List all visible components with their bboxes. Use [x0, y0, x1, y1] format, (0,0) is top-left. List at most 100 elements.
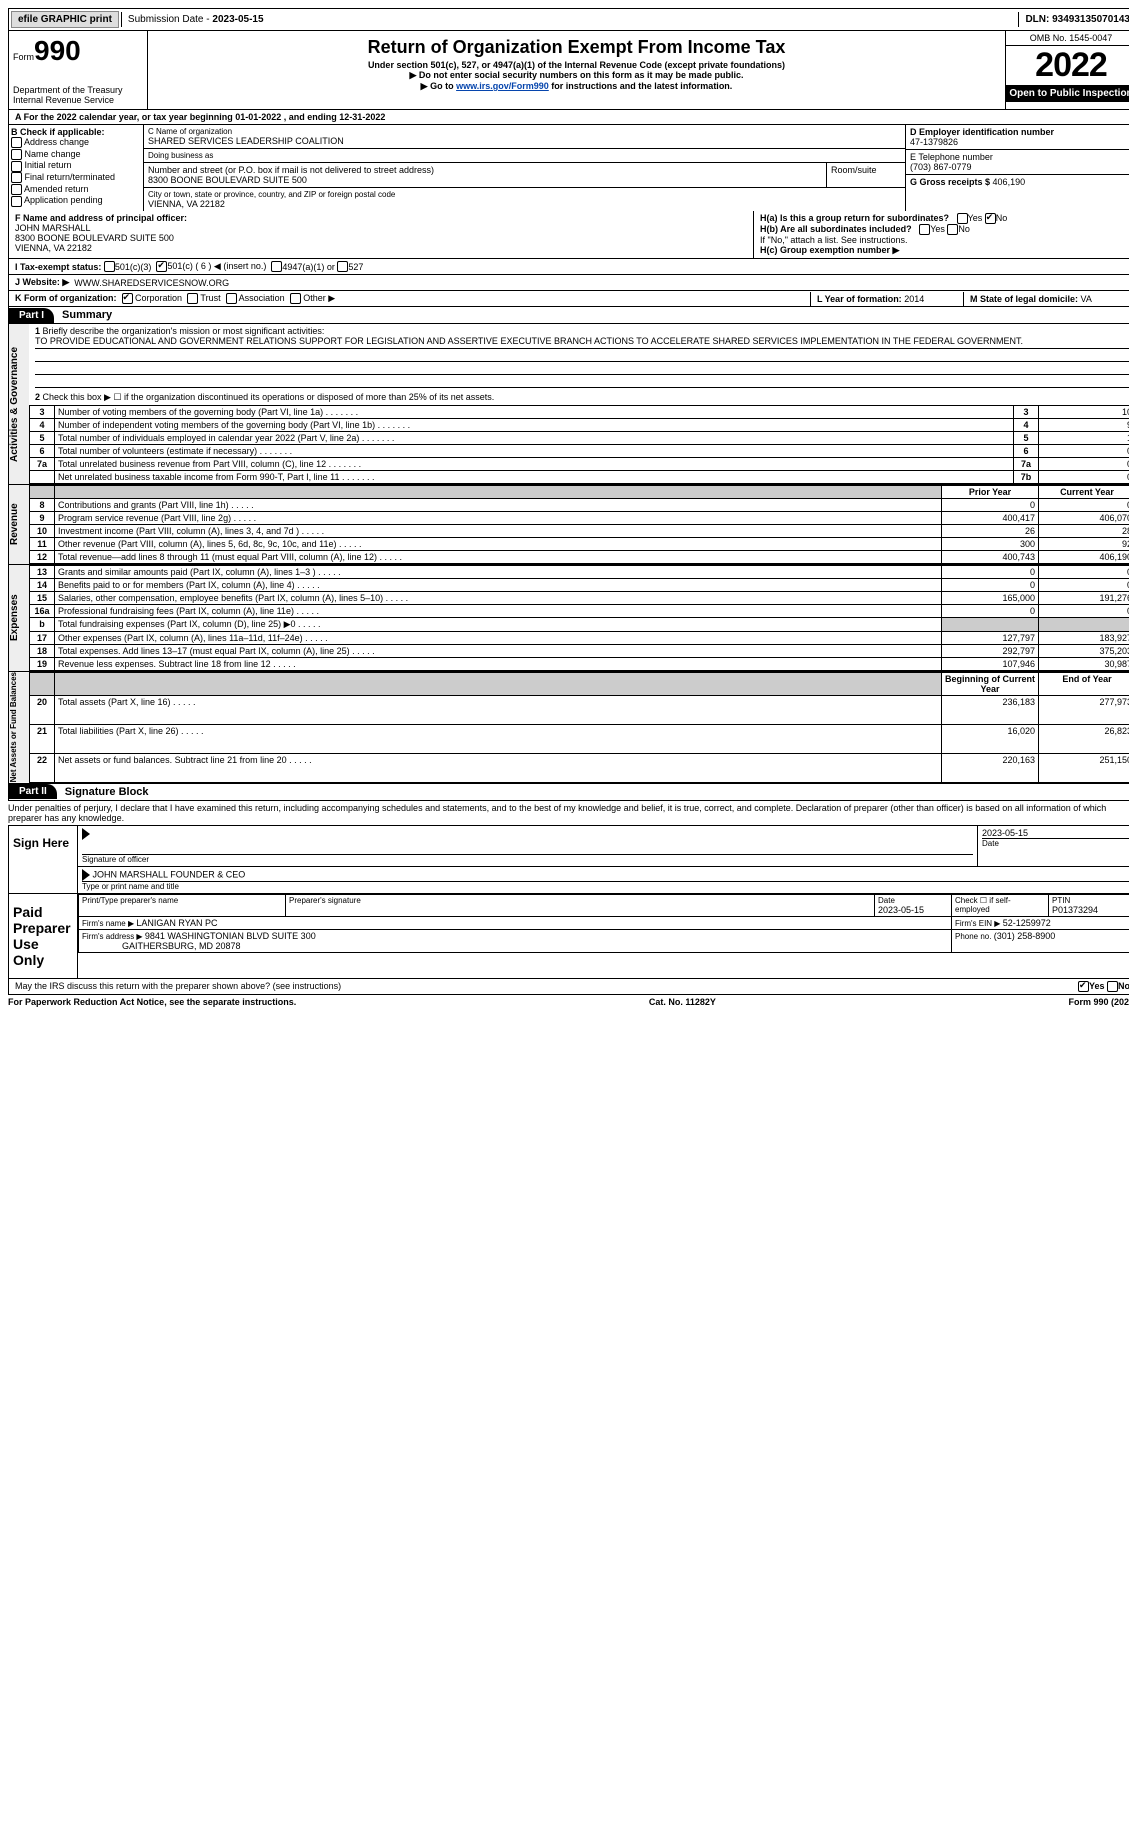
checkbox-checked-icon[interactable]: [1078, 981, 1089, 992]
c-room-lbl: Room/suite: [831, 165, 901, 175]
topbar: efile GRAPHIC print Submission Date - 20…: [8, 8, 1129, 31]
line-val: 1: [1039, 432, 1129, 445]
c-name-lbl: C Name of organization: [148, 127, 901, 136]
line-no: 17: [30, 632, 55, 645]
c-dba: Doing business as: [144, 149, 905, 163]
line-no: 21: [30, 725, 55, 754]
l2: Check this box ▶ ☐ if the organization d…: [43, 392, 495, 402]
checkbox-icon[interactable]: [947, 224, 958, 235]
shade-cell: [1039, 618, 1129, 632]
checkbox-icon[interactable]: [957, 213, 968, 224]
sig-lbl: Signature of officer: [82, 854, 973, 864]
yes-label: Yes: [1089, 981, 1105, 991]
checkbox-icon[interactable]: [104, 261, 115, 272]
line-text: Number of voting members of the governin…: [55, 406, 1014, 419]
side-rev: Revenue: [9, 485, 29, 564]
line-box: 7a: [1014, 458, 1039, 471]
checkbox-icon[interactable]: [919, 224, 930, 235]
sign-block: Sign Here Signature of officer 2023-05-1…: [8, 826, 1129, 894]
row-i: I Tax-exempt status: 501(c)(3) 501(c) ( …: [8, 259, 1129, 275]
cy-val: 0: [1039, 499, 1129, 512]
checkbox-checked-icon[interactable]: [156, 261, 167, 272]
chk-initial[interactable]: Initial return: [11, 160, 141, 172]
b-label: B Check if applicable:: [11, 127, 105, 137]
checkbox-icon[interactable]: [226, 293, 237, 304]
h-b: H(b) Are all subordinates included? Yes …: [760, 224, 1129, 235]
firm-lbl: Firm's name ▶: [82, 919, 136, 928]
footer-center: Cat. No. 11282Y: [649, 997, 716, 1007]
checkbox-checked-icon[interactable]: [122, 293, 133, 304]
mission-line: [35, 375, 1129, 388]
checkbox-icon[interactable]: [290, 293, 301, 304]
cy-val: 0: [1039, 605, 1129, 618]
chk-app[interactable]: Application pending: [11, 195, 141, 207]
mission-line: [35, 349, 1129, 362]
j-lbl: J Website: ▶: [15, 277, 69, 288]
ptin-val: P01373294: [1052, 905, 1098, 915]
net-table: Beginning of Current YearEnd of Year 20T…: [29, 672, 1129, 782]
line-text: Total liabilities (Part X, line 26) . . …: [55, 725, 942, 754]
m-lbl: M State of legal domicile:: [970, 294, 1081, 304]
line-no: 6: [30, 445, 55, 458]
p-sig: Preparer's signature: [286, 894, 875, 916]
opt-3: Final return/terminated: [25, 172, 116, 182]
chk-address[interactable]: Address change: [11, 137, 141, 149]
m-box: M State of legal domicile: VA: [963, 292, 1129, 306]
line-text: Total number of individuals employed in …: [55, 432, 1014, 445]
py-val: 0: [942, 566, 1039, 579]
j-val: WWW.SHAREDSERVICESNOW.ORG: [74, 278, 229, 288]
checkbox-icon[interactable]: [187, 293, 198, 304]
checkbox-icon[interactable]: [1107, 981, 1118, 992]
m-val: VA: [1081, 294, 1092, 304]
goto-pre: ▶ Go to: [421, 81, 456, 91]
d-ein: D Employer identification number 47-1379…: [906, 125, 1129, 149]
checkbox-icon: [11, 161, 22, 172]
i-o2: 501(c) ( 6 ) ◀ (insert no.): [167, 261, 266, 272]
footer-right: Form 990 (2022): [1068, 997, 1129, 1007]
line-box: 4: [1014, 419, 1039, 432]
table-row: Net unrelated business taxable income fr…: [30, 471, 1129, 484]
h-c-lbl: H(c) Group exemption number ▶: [760, 245, 899, 255]
paid-title: Paid Preparer Use Only: [9, 894, 77, 978]
a-pre: A For the 2022 calendar year, or tax yea…: [15, 112, 235, 122]
chk-final[interactable]: Final return/terminated: [11, 172, 141, 184]
line-text: Other revenue (Part VIII, column (A), li…: [55, 538, 942, 551]
shade-cell: [942, 618, 1039, 632]
pdate-lbl: Date: [878, 896, 948, 905]
cy-val: 28: [1039, 525, 1129, 538]
py-val: 26: [942, 525, 1039, 538]
ptin-lbl: PTIN: [1052, 896, 1129, 905]
d-tel: E Telephone number (703) 867-0779: [906, 149, 1129, 174]
f-addr1: 8300 BOONE BOULEVARD SUITE 500: [15, 233, 174, 243]
arrow-icon: [82, 828, 90, 840]
efile-button[interactable]: efile GRAPHIC print: [11, 11, 119, 28]
a-end: 12-31-2022: [339, 112, 385, 122]
sub-date: 2023-05-15: [212, 14, 263, 25]
chk-amended[interactable]: Amended return: [11, 184, 141, 196]
line-text: Number of independent voting members of …: [55, 419, 1014, 432]
no-label: No: [958, 224, 970, 234]
py-val: 0: [942, 579, 1039, 592]
h-c: H(c) Group exemption number ▶: [760, 245, 1129, 256]
opt-0: Address change: [24, 137, 89, 147]
sig-name-lbl: Type or print name and title: [82, 881, 1129, 891]
cy-val: 0: [1039, 566, 1129, 579]
line-no: 11: [30, 538, 55, 551]
f-addr2: VIENNA, VA 22182: [15, 243, 92, 253]
cy-val: 277,973: [1039, 696, 1129, 725]
k-lbl: K Form of organization:: [15, 293, 117, 303]
goto-post: for instructions and the latest informat…: [549, 81, 733, 91]
summary-rev: Revenue Prior YearCurrent Year 8Contribu…: [8, 485, 1129, 565]
phone-lbl: Phone no.: [955, 932, 994, 941]
d-gross-val: 406,190: [993, 177, 1026, 187]
checkbox-icon[interactable]: [337, 261, 348, 272]
table-row: 4Number of independent voting members of…: [30, 419, 1129, 432]
faddr-lbl: Firm's address ▶: [82, 932, 145, 941]
checkbox-checked-icon[interactable]: [985, 213, 996, 224]
irs-link[interactable]: www.irs.gov/Form990: [456, 81, 549, 91]
checkbox-icon[interactable]: [271, 261, 282, 272]
p-name: Print/Type preparer's name: [79, 894, 286, 916]
cy-val: 30,987: [1039, 658, 1129, 671]
chk-name[interactable]: Name change: [11, 149, 141, 161]
exp-table: 13Grants and similar amounts paid (Part …: [29, 565, 1129, 671]
